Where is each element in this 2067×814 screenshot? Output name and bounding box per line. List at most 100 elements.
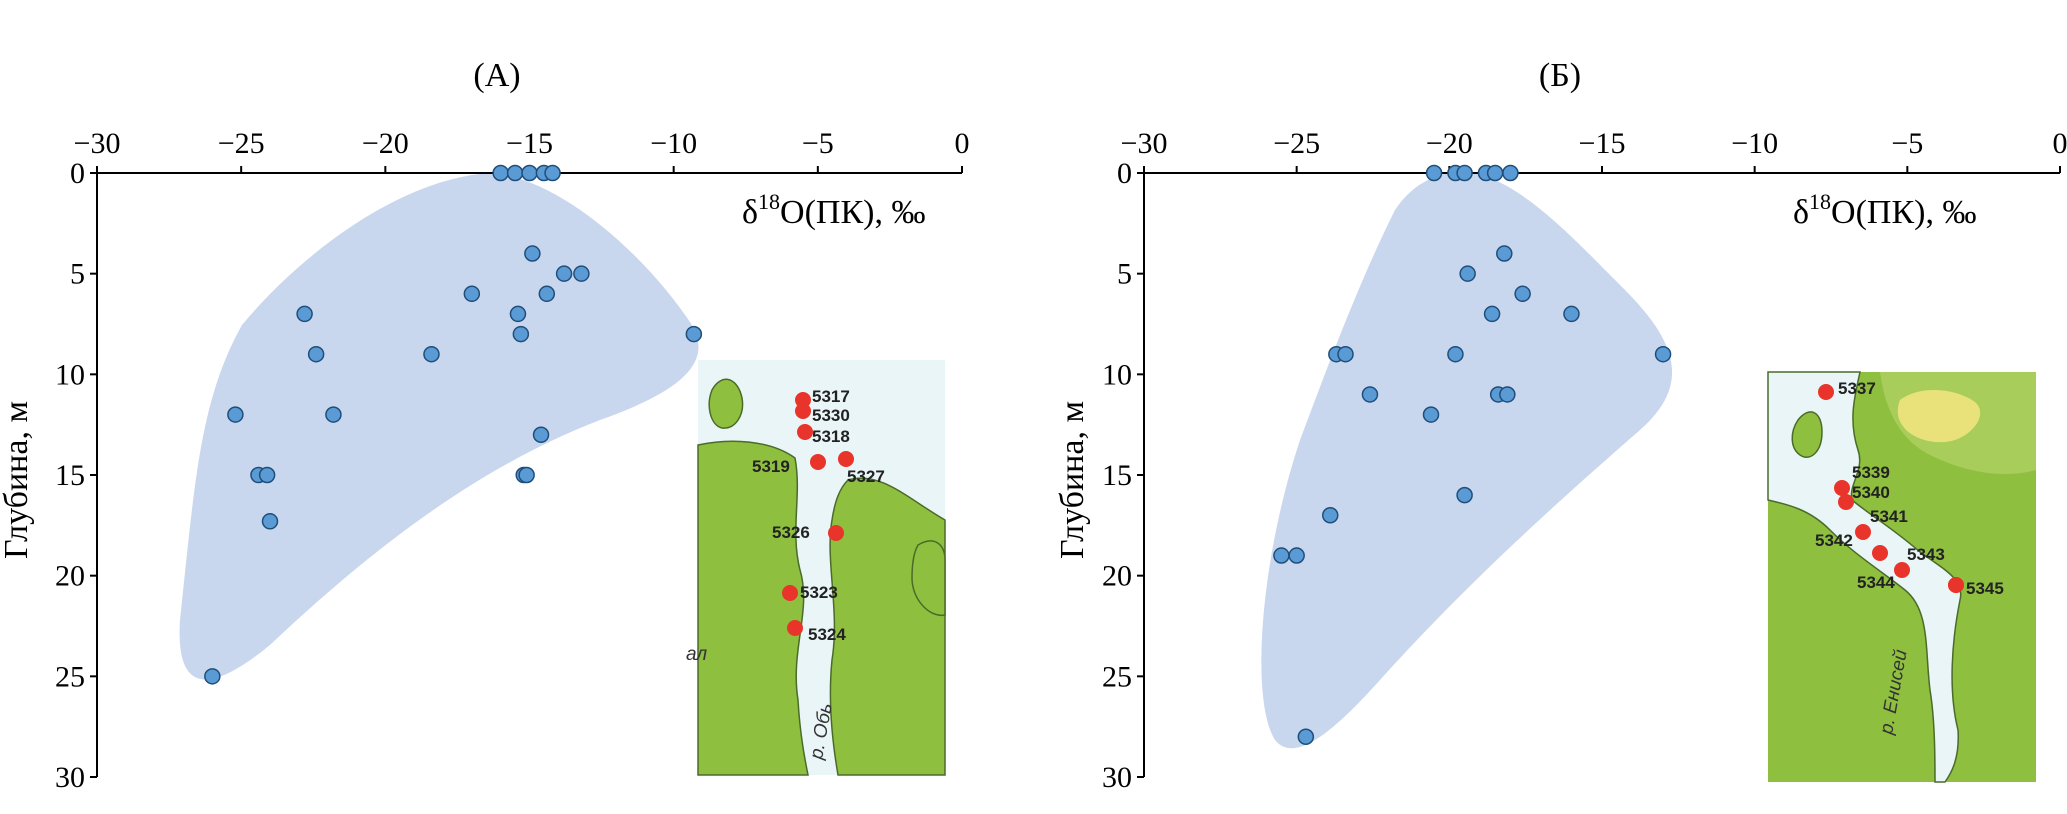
station-marker bbox=[828, 525, 844, 541]
y-tick-label: 15 bbox=[1102, 459, 1132, 492]
data-point bbox=[1422, 406, 1440, 423]
station-label: 5344 bbox=[1857, 573, 1895, 592]
data-point bbox=[1459, 265, 1476, 282]
station-marker bbox=[838, 451, 854, 467]
data-point bbox=[1654, 345, 1672, 363]
station-label: 5340 bbox=[1852, 483, 1890, 502]
data-point bbox=[521, 164, 538, 182]
data-point bbox=[1483, 305, 1501, 323]
x-tick-label: −25 bbox=[218, 127, 265, 160]
data-point bbox=[492, 164, 509, 182]
chart-title-a: (А) bbox=[473, 57, 520, 94]
x-tick-label: −10 bbox=[650, 127, 697, 160]
x-tick-label: −20 bbox=[362, 127, 409, 160]
data-point bbox=[307, 345, 325, 363]
y-tick-label: 25 bbox=[1102, 660, 1132, 693]
station-marker bbox=[782, 585, 798, 601]
station-label: 5319 bbox=[752, 457, 790, 476]
x-tick-label: −15 bbox=[506, 127, 553, 160]
x-tick-label: −10 bbox=[1731, 127, 1778, 160]
station-marker bbox=[1834, 480, 1850, 496]
x-tick-label: 0 bbox=[2053, 127, 2067, 160]
data-point bbox=[1514, 285, 1531, 303]
station-label: 5345 bbox=[1966, 579, 2004, 598]
data-point bbox=[258, 466, 276, 484]
data-point bbox=[1486, 164, 1504, 182]
station-marker bbox=[1818, 384, 1834, 400]
data-point bbox=[1337, 345, 1354, 363]
x-tick-label: −5 bbox=[1891, 127, 1923, 160]
data-point bbox=[506, 164, 524, 182]
station-label: 5330 bbox=[812, 406, 850, 425]
data-point bbox=[544, 164, 561, 182]
data-point bbox=[261, 513, 279, 530]
x-tick-label: −30 bbox=[74, 127, 121, 160]
y-tick-label: 10 bbox=[1102, 358, 1132, 391]
data-point bbox=[512, 325, 530, 343]
y-tick-label: 15 bbox=[55, 459, 85, 492]
data-point bbox=[1322, 507, 1339, 524]
y-tick-label: 10 bbox=[55, 358, 85, 391]
data-point bbox=[1361, 386, 1379, 403]
y-tick-label: 20 bbox=[55, 560, 85, 593]
data-point bbox=[1502, 164, 1519, 182]
x-tick-label: −15 bbox=[1579, 127, 1626, 160]
y-tick-label: 30 bbox=[55, 761, 85, 794]
y-tick-label: 20 bbox=[1102, 560, 1132, 593]
data-point bbox=[204, 668, 221, 685]
map-sea bbox=[1767, 371, 1962, 783]
data-point bbox=[1447, 345, 1464, 363]
data-point bbox=[1456, 164, 1473, 182]
data-point bbox=[555, 265, 573, 282]
axes-b: −30 −25 −20 −15 −10 −5 0 0 5 10 15 20 25 30 bbox=[1102, 127, 2067, 794]
y-axis-label-a: Глубина, м bbox=[0, 401, 35, 559]
data-point bbox=[573, 265, 590, 282]
station-marker bbox=[795, 392, 811, 408]
x-tick-label: −5 bbox=[802, 127, 834, 160]
data-point bbox=[296, 305, 313, 323]
station-label: 5341 bbox=[1870, 507, 1908, 526]
y-tick-label: 0 bbox=[70, 157, 85, 190]
y-axis-label-b: Глубина, м bbox=[1054, 401, 1091, 559]
data-point bbox=[325, 406, 342, 423]
data-point bbox=[1297, 728, 1315, 745]
points-b bbox=[1273, 164, 1672, 745]
data-point bbox=[463, 285, 481, 303]
station-label: 5339 bbox=[1852, 463, 1890, 482]
station-marker bbox=[1855, 524, 1871, 540]
station-label: 5323 bbox=[800, 583, 838, 602]
data-point bbox=[685, 325, 703, 343]
station-label: 5327 bbox=[847, 467, 885, 486]
station-label: 5318 bbox=[812, 427, 850, 446]
panel-a: −30 −25 −20 −15 −10 −5 0 0 5 10 15 20 25 30 (А) δ18O(… bbox=[0, 57, 970, 794]
data-point bbox=[538, 285, 556, 303]
data-point bbox=[509, 305, 527, 323]
station-marker bbox=[1872, 545, 1888, 561]
map-island bbox=[1791, 411, 1823, 458]
map-island-west bbox=[708, 378, 744, 429]
data-region-a bbox=[179, 173, 699, 680]
data-point bbox=[1425, 164, 1443, 182]
station-label: 5317 bbox=[812, 387, 850, 406]
map-highland-yellow bbox=[1897, 390, 1981, 443]
station-marker bbox=[810, 454, 826, 470]
data-point bbox=[227, 406, 244, 423]
data-point bbox=[1288, 547, 1305, 564]
data-point bbox=[1456, 486, 1473, 504]
data-region-b bbox=[1261, 171, 1673, 749]
data-point bbox=[532, 426, 550, 443]
data-point bbox=[1496, 245, 1513, 262]
station-label: 5343 bbox=[1907, 545, 1945, 564]
y-tick-label: 5 bbox=[70, 258, 85, 291]
station-marker bbox=[1948, 577, 1964, 593]
station-marker bbox=[797, 424, 813, 440]
y-tick-label: 0 bbox=[1117, 157, 1132, 190]
station-marker bbox=[1894, 562, 1910, 578]
station-label: 5337 bbox=[1838, 379, 1876, 398]
y-tick-label: 30 bbox=[1102, 761, 1132, 794]
